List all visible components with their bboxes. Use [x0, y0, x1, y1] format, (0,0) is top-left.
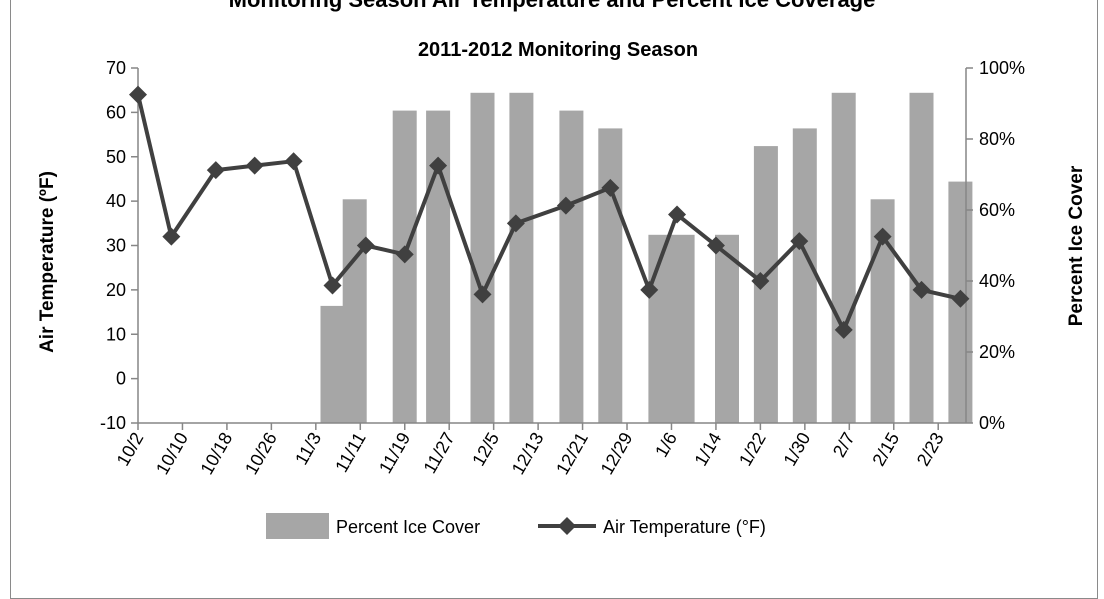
y-tick-label-left: 60: [106, 102, 126, 122]
y-axis-label-right: Percent Ice Cover: [1066, 165, 1087, 326]
air-temperature-point: [356, 236, 375, 255]
air-temperature-point: [951, 289, 970, 308]
x-tick-label: 1/14: [691, 429, 726, 469]
legend: Percent Ice Cover Air Temperature (°F): [266, 513, 766, 539]
x-tick-label: 1/6: [651, 429, 681, 461]
x-tick-label: 11/27: [419, 429, 458, 477]
x-tick-label: 10/18: [197, 429, 237, 478]
air-temperature-point: [395, 245, 414, 264]
x-tick-label: 2/23: [913, 429, 948, 469]
air-temperature-point: [706, 236, 725, 255]
ice-cover-bar: [470, 92, 495, 424]
air-temperature-point: [473, 285, 492, 304]
y-tick-label-left: 70: [106, 58, 126, 78]
air-temperature-point: [601, 178, 620, 197]
air-temperature-point: [790, 232, 809, 251]
air-temperature-point: [506, 214, 525, 233]
ice-cover-bar: [648, 234, 673, 423]
y-tick-label-left: 20: [106, 280, 126, 300]
ice-cover-bar: [342, 199, 367, 423]
y-tick-label-right: 60%: [979, 200, 1015, 220]
ice-cover-bar: [559, 110, 584, 423]
y-tick-label-left: -10: [100, 413, 126, 433]
x-tick-label: 10/10: [152, 429, 192, 478]
ice-cover-bar: [792, 128, 817, 423]
x-tick-label: 12/21: [552, 429, 592, 478]
air-temperature-point: [912, 280, 931, 299]
temperature-ice-chart: 2011-2012 Monitoring Season Air Temperat…: [37, 39, 1087, 539]
x-tick-label: 1/22: [735, 429, 770, 469]
ice-cover-bar: [598, 128, 623, 423]
x-tick-label: 10/26: [241, 429, 281, 478]
air-temperature-point: [323, 276, 342, 295]
ice-cover-bar: [509, 92, 534, 424]
air-temperature-point: [873, 227, 892, 246]
ice-cover-bar: [392, 110, 417, 423]
legend-marker-diamond: [558, 517, 576, 535]
x-tick-label: 1/30: [779, 429, 814, 469]
ice-cover-bar: [831, 92, 856, 424]
air-temperature-point: [751, 272, 770, 290]
air-temperature-point: [245, 156, 264, 175]
y-tick-label-right: 80%: [979, 129, 1015, 149]
air-temperature-point: [284, 152, 303, 171]
y-tick-label-right: 20%: [979, 342, 1015, 362]
ice-cover-bar: [909, 92, 934, 424]
air-temperature-point: [206, 161, 225, 180]
air-temperature-point: [162, 227, 181, 246]
air-temperature-point: [556, 196, 575, 215]
air-temperature-polyline: [136, 94, 961, 332]
ice-cover-bar: [670, 234, 695, 423]
x-tick-label: 12/29: [597, 429, 637, 478]
x-tick-label: 11/3: [291, 429, 325, 468]
legend-label-air-temperature: Air Temperature (°F): [603, 517, 766, 537]
x-tick-label: 10/2: [113, 429, 148, 469]
y-tick-label-left: 30: [106, 236, 126, 256]
air-temperature-point: [429, 156, 448, 175]
x-tick-label: 2/7: [829, 429, 859, 461]
y-tick-label-left: 50: [106, 147, 126, 167]
chart-title: 2011-2012 Monitoring Season: [418, 39, 698, 61]
y-tick-label-left: 10: [106, 324, 126, 344]
y-tick-label-left: 0: [116, 369, 126, 389]
air-temperature-line: [129, 85, 970, 339]
air-temperature-point: [834, 320, 853, 339]
ice-cover-bar: [715, 234, 739, 423]
x-tick-label: 11/19: [375, 429, 414, 477]
x-tick-label: 12/5: [468, 429, 503, 469]
x-tick-label: 11/11: [331, 429, 370, 476]
y-tick-label-right: 100%: [979, 58, 1025, 78]
legend-swatch-ice-cover: [266, 513, 329, 539]
ice-cover-bar: [320, 305, 345, 423]
y-tick-label-right: 0%: [979, 413, 1005, 433]
air-temperature-point: [668, 205, 687, 224]
y-tick-label-left: 40: [106, 191, 126, 211]
x-tick-label: 2/15: [868, 429, 903, 469]
y-axis-label-left: Air Temperature (ºF): [37, 171, 58, 353]
y-tick-label-right: 40%: [979, 271, 1015, 291]
page-top-title: Monitoring Season Air Temperature and Pe…: [0, 0, 1104, 13]
x-tick-label: 12/13: [508, 429, 548, 478]
air-temperature-point: [640, 280, 659, 299]
ice-cover-bars: [320, 92, 973, 424]
legend-label-ice-cover: Percent Ice Cover: [336, 517, 480, 537]
air-temperature-point: [129, 85, 147, 104]
